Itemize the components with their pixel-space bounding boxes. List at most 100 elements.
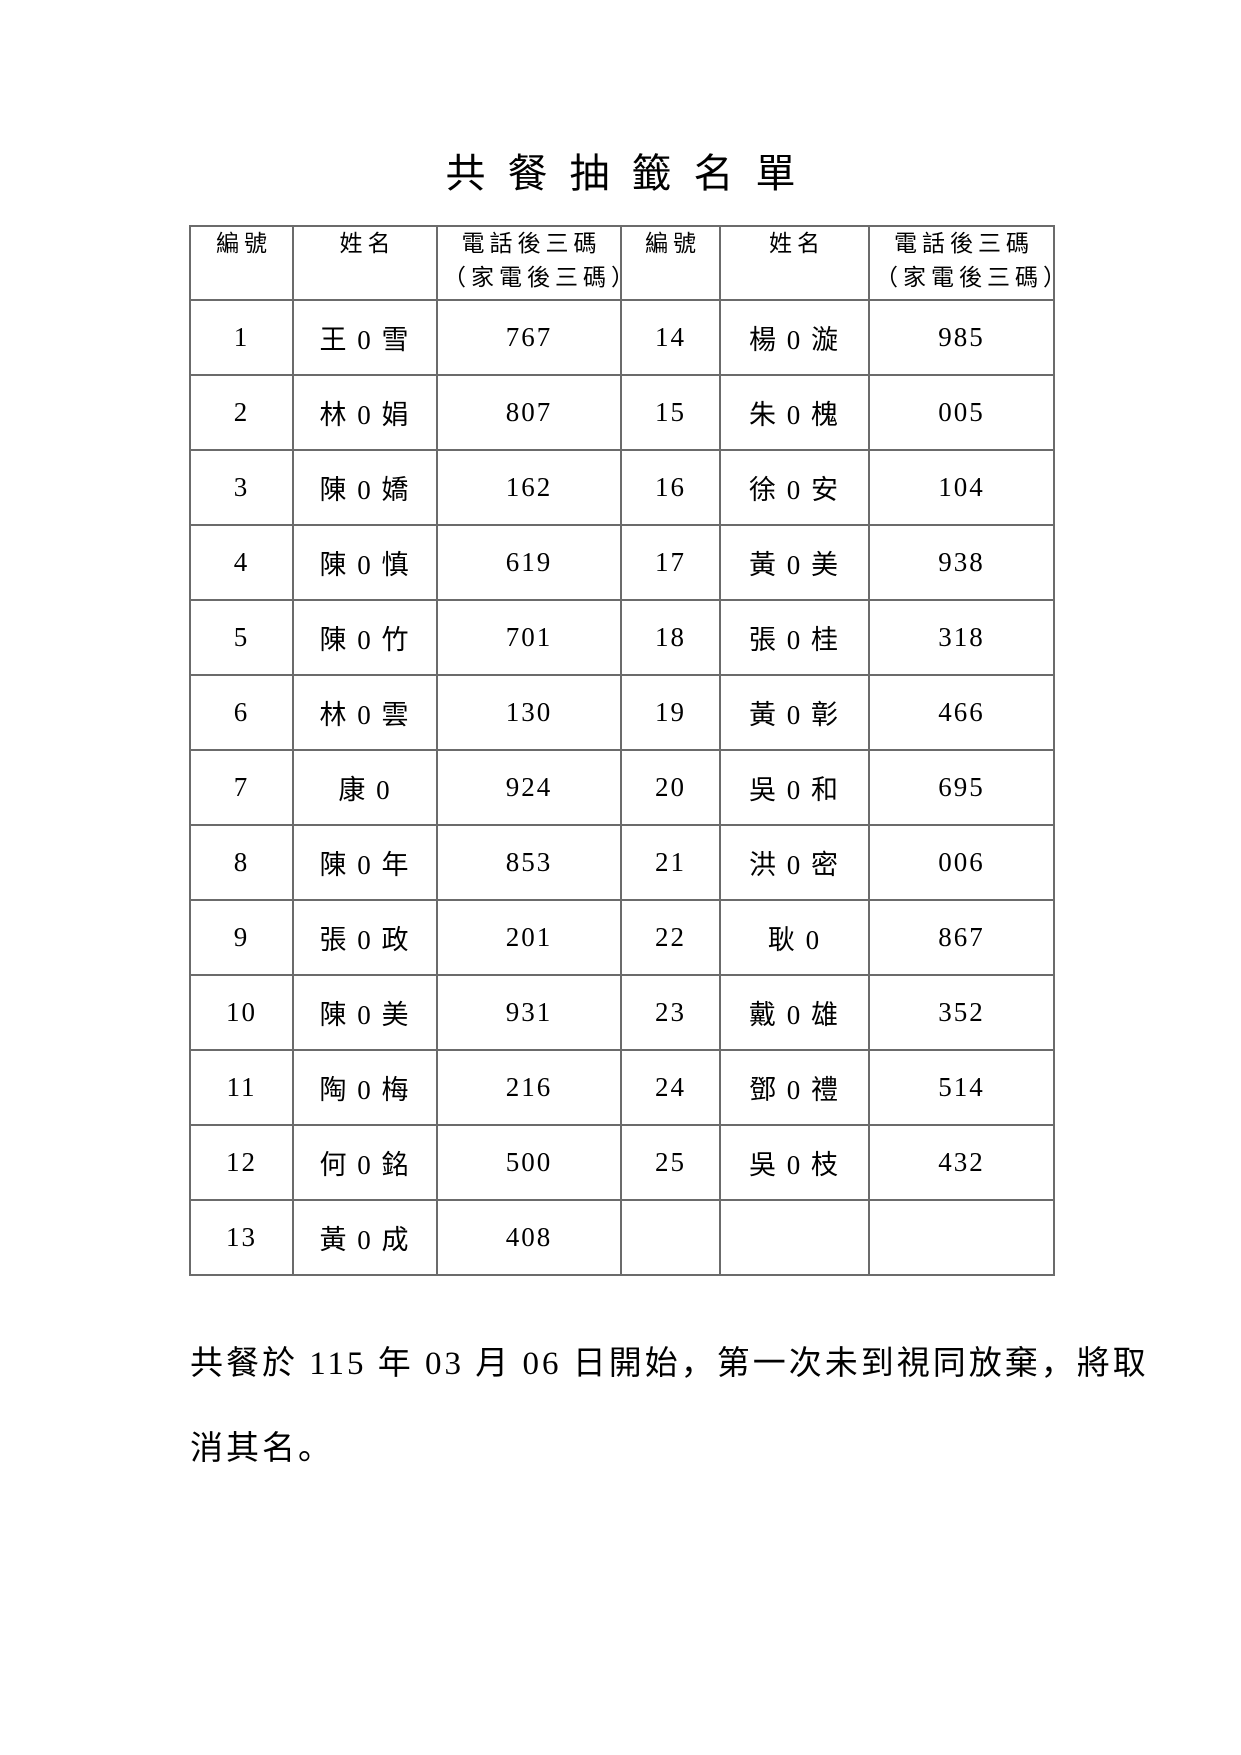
col-header-id-left-label: 編號 <box>216 231 272 256</box>
col-header-phone-right-line1: 電話後三碼 <box>894 231 1034 256</box>
row-number-cell: 16 <box>620 449 721 526</box>
row-number-cell: 2 <box>189 374 294 451</box>
phone-cell: 853 <box>436 824 622 901</box>
header-row: 編號 姓名 電話後三碼 （家電後三碼） 編號 姓名 電話後三碼 （家電後三碼） <box>189 225 1055 301</box>
phone-cell: 352 <box>868 974 1055 1051</box>
phone-cell: 985 <box>868 299 1055 376</box>
name-cell: 徐 0 安 <box>719 449 870 526</box>
roster-table-header: 編號 姓名 電話後三碼 （家電後三碼） 編號 姓名 電話後三碼 （家電後三碼） <box>189 225 1055 301</box>
name-cell: 朱 0 槐 <box>719 374 870 451</box>
name-cell <box>719 1199 870 1276</box>
row-number-cell: 20 <box>620 749 721 826</box>
phone-cell: 216 <box>436 1049 622 1126</box>
row-number-cell: 8 <box>189 824 294 901</box>
phone-cell: 931 <box>436 974 622 1051</box>
phone-cell: 006 <box>868 824 1055 901</box>
name-cell: 陳 0 竹 <box>292 599 438 676</box>
table-row: 12 何 0 銘 500 25 吳 0 枝 432 <box>189 1124 1055 1201</box>
col-header-phone-left-line1: 電話後三碼 <box>461 231 602 256</box>
row-number-cell: 3 <box>189 449 294 526</box>
phone-cell: 695 <box>868 749 1055 826</box>
name-cell: 耿 0 <box>719 899 870 976</box>
name-cell: 張 0 政 <box>292 899 438 976</box>
row-number-cell: 12 <box>189 1124 294 1201</box>
table-row: 10 陳 0 美 931 23 戴 0 雄 352 <box>189 974 1055 1051</box>
row-number-cell: 21 <box>620 824 721 901</box>
row-number-cell: 24 <box>620 1049 721 1126</box>
note-text: 共餐於 115 年 03 月 06 日開始，第一次未到視同放棄，將取 消其名。 <box>190 1322 1149 1492</box>
name-cell: 戴 0 雄 <box>719 974 870 1051</box>
row-number-cell: 7 <box>189 749 294 826</box>
page-title: 共餐抽籤名單 <box>445 151 818 196</box>
name-cell: 陳 0 美 <box>292 974 438 1051</box>
col-header-name-right: 姓名 <box>719 225 870 301</box>
col-header-id-right: 編號 <box>620 225 721 301</box>
row-number-cell: 14 <box>620 299 721 376</box>
phone-cell: 767 <box>436 299 622 376</box>
name-cell: 陶 0 梅 <box>292 1049 438 1126</box>
phone-cell: 867 <box>868 899 1055 976</box>
table-row: 11 陶 0 梅 216 24 鄧 0 禮 514 <box>189 1049 1055 1126</box>
col-header-id-right-label: 編號 <box>645 231 701 256</box>
row-number-cell: 11 <box>189 1049 294 1126</box>
name-cell: 黃 0 成 <box>292 1199 438 1276</box>
name-cell: 吳 0 枝 <box>719 1124 870 1201</box>
row-number-cell: 5 <box>189 599 294 676</box>
phone-cell: 514 <box>868 1049 1055 1126</box>
phone-cell: 318 <box>868 599 1055 676</box>
phone-cell: 005 <box>868 374 1055 451</box>
phone-cell: 466 <box>868 674 1055 751</box>
phone-cell: 130 <box>436 674 622 751</box>
row-number-cell: 6 <box>189 674 294 751</box>
note-line: 共餐於 115 年 03 月 06 日開始，第一次未到視同放棄，將取 <box>190 1346 1149 1382</box>
roster-table: 編號 姓名 電話後三碼 （家電後三碼） 編號 姓名 電話後三碼 （家電後三碼） <box>189 225 1055 1276</box>
phone-cell: 938 <box>868 524 1055 601</box>
phone-cell: 807 <box>436 374 622 451</box>
name-cell: 黃 0 彰 <box>719 674 870 751</box>
col-header-phone-left: 電話後三碼 （家電後三碼） <box>436 225 622 301</box>
phone-cell: 432 <box>868 1124 1055 1201</box>
row-number-cell: 25 <box>620 1124 721 1201</box>
name-cell: 林 0 雲 <box>292 674 438 751</box>
row-number-cell: 15 <box>620 374 721 451</box>
phone-cell: 162 <box>436 449 622 526</box>
note-line: 消其名。 <box>190 1431 334 1467</box>
name-cell: 楊 0 漩 <box>719 299 870 376</box>
name-cell: 吳 0 和 <box>719 749 870 826</box>
col-header-id-left: 編號 <box>189 225 294 301</box>
row-number-cell: 9 <box>189 899 294 976</box>
phone-cell: 104 <box>868 449 1055 526</box>
name-cell: 陳 0 嬌 <box>292 449 438 526</box>
row-number-cell: 1 <box>189 299 294 376</box>
col-header-name-left: 姓名 <box>292 225 438 301</box>
col-header-phone-right: 電話後三碼 （家電後三碼） <box>868 225 1055 301</box>
name-cell: 陳 0 慎 <box>292 524 438 601</box>
phone-cell: 201 <box>436 899 622 976</box>
row-number-cell: 10 <box>189 974 294 1051</box>
name-cell: 王 0 雪 <box>292 299 438 376</box>
name-cell: 洪 0 密 <box>719 824 870 901</box>
col-header-name-left-label: 姓名 <box>339 231 396 256</box>
row-number-cell: 4 <box>189 524 294 601</box>
name-cell: 林 0 娟 <box>292 374 438 451</box>
phone-cell: 701 <box>436 599 622 676</box>
phone-cell: 619 <box>436 524 622 601</box>
row-number-cell: 13 <box>189 1199 294 1276</box>
name-cell: 張 0 桂 <box>719 599 870 676</box>
row-number-cell: 22 <box>620 899 721 976</box>
row-number-cell: 18 <box>620 599 721 676</box>
row-number-cell: 17 <box>620 524 721 601</box>
table-row: 13 黃 0 成 408 <box>189 1199 1055 1276</box>
name-cell: 陳 0 年 <box>292 824 438 901</box>
name-cell: 何 0 銘 <box>292 1124 438 1201</box>
